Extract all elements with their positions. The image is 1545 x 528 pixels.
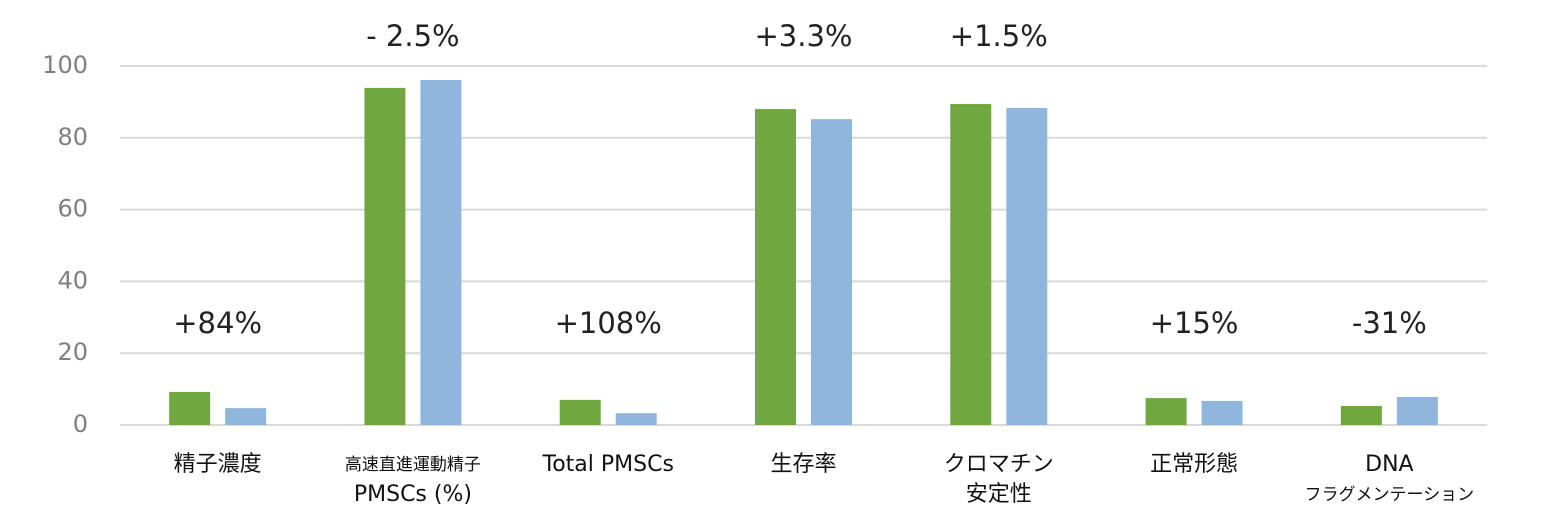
y-tick-label: 100 bbox=[42, 51, 88, 79]
bar bbox=[225, 408, 267, 425]
x-tick-label: 精子濃度 bbox=[174, 452, 262, 477]
x-tick-label: 高速直進運動精子 bbox=[345, 455, 481, 475]
annotation: -31% bbox=[1352, 306, 1427, 340]
annotation: +3.3% bbox=[755, 19, 853, 53]
x-tick-label: 安定性 bbox=[966, 482, 1032, 507]
annotation: +15% bbox=[1150, 306, 1239, 340]
bar bbox=[1340, 405, 1382, 425]
x-tick-label: DNA bbox=[1365, 452, 1413, 477]
bar bbox=[615, 413, 657, 425]
bar bbox=[169, 391, 211, 425]
annotation: +84% bbox=[173, 306, 262, 340]
y-tick-label: 60 bbox=[57, 195, 88, 223]
bar bbox=[755, 109, 796, 425]
x-tick-label: クロマチン bbox=[944, 452, 1054, 477]
bar bbox=[1145, 398, 1187, 425]
y-tick-label: 80 bbox=[57, 123, 88, 151]
x-tick-label: PMSCs (%) bbox=[354, 482, 472, 507]
annotation: +108% bbox=[555, 306, 662, 340]
x-tick-label: 生存率 bbox=[770, 452, 836, 477]
bar bbox=[1396, 396, 1438, 425]
x-tick-label: 正常形態 bbox=[1150, 452, 1238, 477]
bar bbox=[1201, 400, 1243, 425]
bar bbox=[420, 80, 462, 425]
annotation: +1.5% bbox=[950, 19, 1048, 53]
y-tick-label: 20 bbox=[57, 338, 88, 366]
bar bbox=[559, 399, 601, 425]
bar bbox=[1006, 108, 1048, 426]
x-tick-label: Total PMSCs bbox=[542, 452, 674, 477]
annotation: - 2.5% bbox=[366, 19, 459, 53]
x-tick-label: フラグメンテーション bbox=[1305, 485, 1475, 505]
y-tick-label: 40 bbox=[57, 266, 88, 294]
bar bbox=[364, 87, 406, 426]
bar bbox=[950, 104, 992, 425]
bar bbox=[811, 119, 852, 425]
y-tick-label: 0 bbox=[73, 410, 88, 438]
